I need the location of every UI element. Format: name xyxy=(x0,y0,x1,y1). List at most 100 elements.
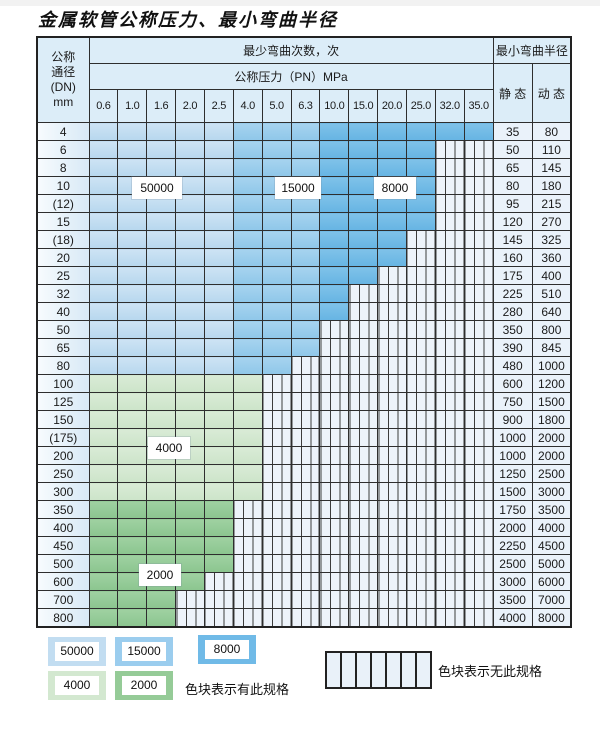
no-spec-cell xyxy=(261,410,292,429)
spec-available-cell xyxy=(348,158,379,177)
spec-available-cell xyxy=(117,608,148,628)
spec-available-cell xyxy=(117,356,148,375)
spec-available-cell xyxy=(146,212,177,231)
no-spec-cell xyxy=(434,446,465,465)
spec-available-cell xyxy=(175,320,205,339)
no-spec-cell xyxy=(348,518,379,537)
spec-available-cell xyxy=(175,140,205,159)
spec-available-cell xyxy=(88,356,119,375)
spec-available-cell xyxy=(175,230,205,249)
no-spec-cell xyxy=(463,554,494,573)
spec-available-cell xyxy=(146,590,177,609)
spec-available-cell xyxy=(88,212,119,231)
no-spec-cell xyxy=(434,356,465,375)
no-spec-cell xyxy=(377,410,407,429)
dn-cell: 65 xyxy=(36,338,90,357)
spec-available-cell xyxy=(203,374,234,393)
spec-available-cell xyxy=(203,266,234,285)
spec-available-cell xyxy=(319,248,350,267)
spec-available-cell xyxy=(348,230,379,249)
spec-available-cell xyxy=(203,248,234,267)
no-spec-cell xyxy=(348,374,379,393)
pressure-col-header: 0.6 xyxy=(88,89,119,123)
no-spec-cell xyxy=(261,482,292,501)
dynamic-radius-cell: 2000 xyxy=(531,446,572,465)
spec-available-cell xyxy=(232,356,263,375)
spec-available-cell xyxy=(146,392,177,411)
spec-available-cell xyxy=(146,158,177,177)
spec-available-cell xyxy=(203,230,234,249)
spec-available-cell xyxy=(203,536,234,555)
no-spec-cell xyxy=(377,266,407,285)
no-spec-cell xyxy=(377,500,407,519)
spec-available-cell xyxy=(232,482,263,501)
static-radius-cell: 35 xyxy=(492,122,533,141)
spec-available-cell xyxy=(175,122,205,141)
no-spec-cell xyxy=(463,140,494,159)
no-spec-cell xyxy=(434,338,465,357)
spec-available-cell xyxy=(319,140,350,159)
no-spec-cell xyxy=(319,518,350,537)
spec-available-cell xyxy=(117,320,148,339)
spec-available-cell xyxy=(319,212,350,231)
static-radius-cell: 2250 xyxy=(492,536,533,555)
no-spec-cell xyxy=(261,536,292,555)
dynamic-radius-cell: 325 xyxy=(531,230,572,249)
no-spec-cell xyxy=(434,410,465,429)
spec-available-cell xyxy=(377,248,407,267)
dynamic-radius-cell: 1000 xyxy=(531,356,572,375)
no-spec-cell xyxy=(348,572,379,591)
spec-available-cell xyxy=(405,140,436,159)
no-spec-cell xyxy=(261,428,292,447)
no-spec-cell xyxy=(377,518,407,537)
spec-available-cell xyxy=(117,464,148,483)
legend-swatch-label: 8000 xyxy=(205,640,249,659)
no-spec-cell xyxy=(175,590,205,609)
cycle-zone-label: 8000 xyxy=(374,177,416,199)
no-spec-cell xyxy=(434,464,465,483)
no-spec-cell xyxy=(463,464,494,483)
dn-cell: 600 xyxy=(36,572,90,591)
spec-available-cell xyxy=(146,482,177,501)
spec-available-cell xyxy=(146,122,177,141)
spec-available-cell xyxy=(203,482,234,501)
table-row: 80 480 1000 xyxy=(36,356,572,375)
spec-available-cell xyxy=(232,410,263,429)
no-spec-cell xyxy=(463,194,494,213)
spec-available-cell xyxy=(405,158,436,177)
spec-available-cell xyxy=(232,446,263,465)
no-spec-cell xyxy=(290,482,321,501)
static-radius-cell: 3000 xyxy=(492,572,533,591)
spec-available-cell xyxy=(261,338,292,357)
no-spec-cell xyxy=(348,392,379,411)
table-row: 4 35 80 xyxy=(36,122,572,141)
legend-swatch-label: 4000 xyxy=(55,676,99,695)
page-title: 金属软管公称压力、最小弯曲半径 xyxy=(38,10,338,31)
no-spec-cell xyxy=(434,248,465,267)
no-spec-cell xyxy=(348,446,379,465)
dn-cell: 20 xyxy=(36,248,90,267)
spec-available-cell xyxy=(203,518,234,537)
spec-available-cell xyxy=(175,482,205,501)
spec-available-cell xyxy=(290,338,321,357)
spec-available-cell xyxy=(203,176,234,195)
no-spec-cell xyxy=(203,572,234,591)
spec-available-cell xyxy=(175,554,205,573)
spec-available-cell xyxy=(88,302,119,321)
no-spec-cell xyxy=(319,392,350,411)
no-spec-cell xyxy=(463,536,494,555)
spec-available-cell xyxy=(290,230,321,249)
dn-cell: 8 xyxy=(36,158,90,177)
spec-available-cell xyxy=(146,266,177,285)
spec-available-cell xyxy=(348,176,379,195)
spec-available-cell xyxy=(88,590,119,609)
no-spec-cell xyxy=(434,266,465,285)
pressure-col-header: 25.0 xyxy=(405,89,436,123)
spec-available-cell xyxy=(117,140,148,159)
no-spec-cell xyxy=(434,230,465,249)
spec-available-cell xyxy=(203,410,234,429)
no-spec-cell xyxy=(290,572,321,591)
spec-available-cell xyxy=(117,284,148,303)
no-spec-cell xyxy=(405,356,436,375)
static-radius-cell: 175 xyxy=(492,266,533,285)
